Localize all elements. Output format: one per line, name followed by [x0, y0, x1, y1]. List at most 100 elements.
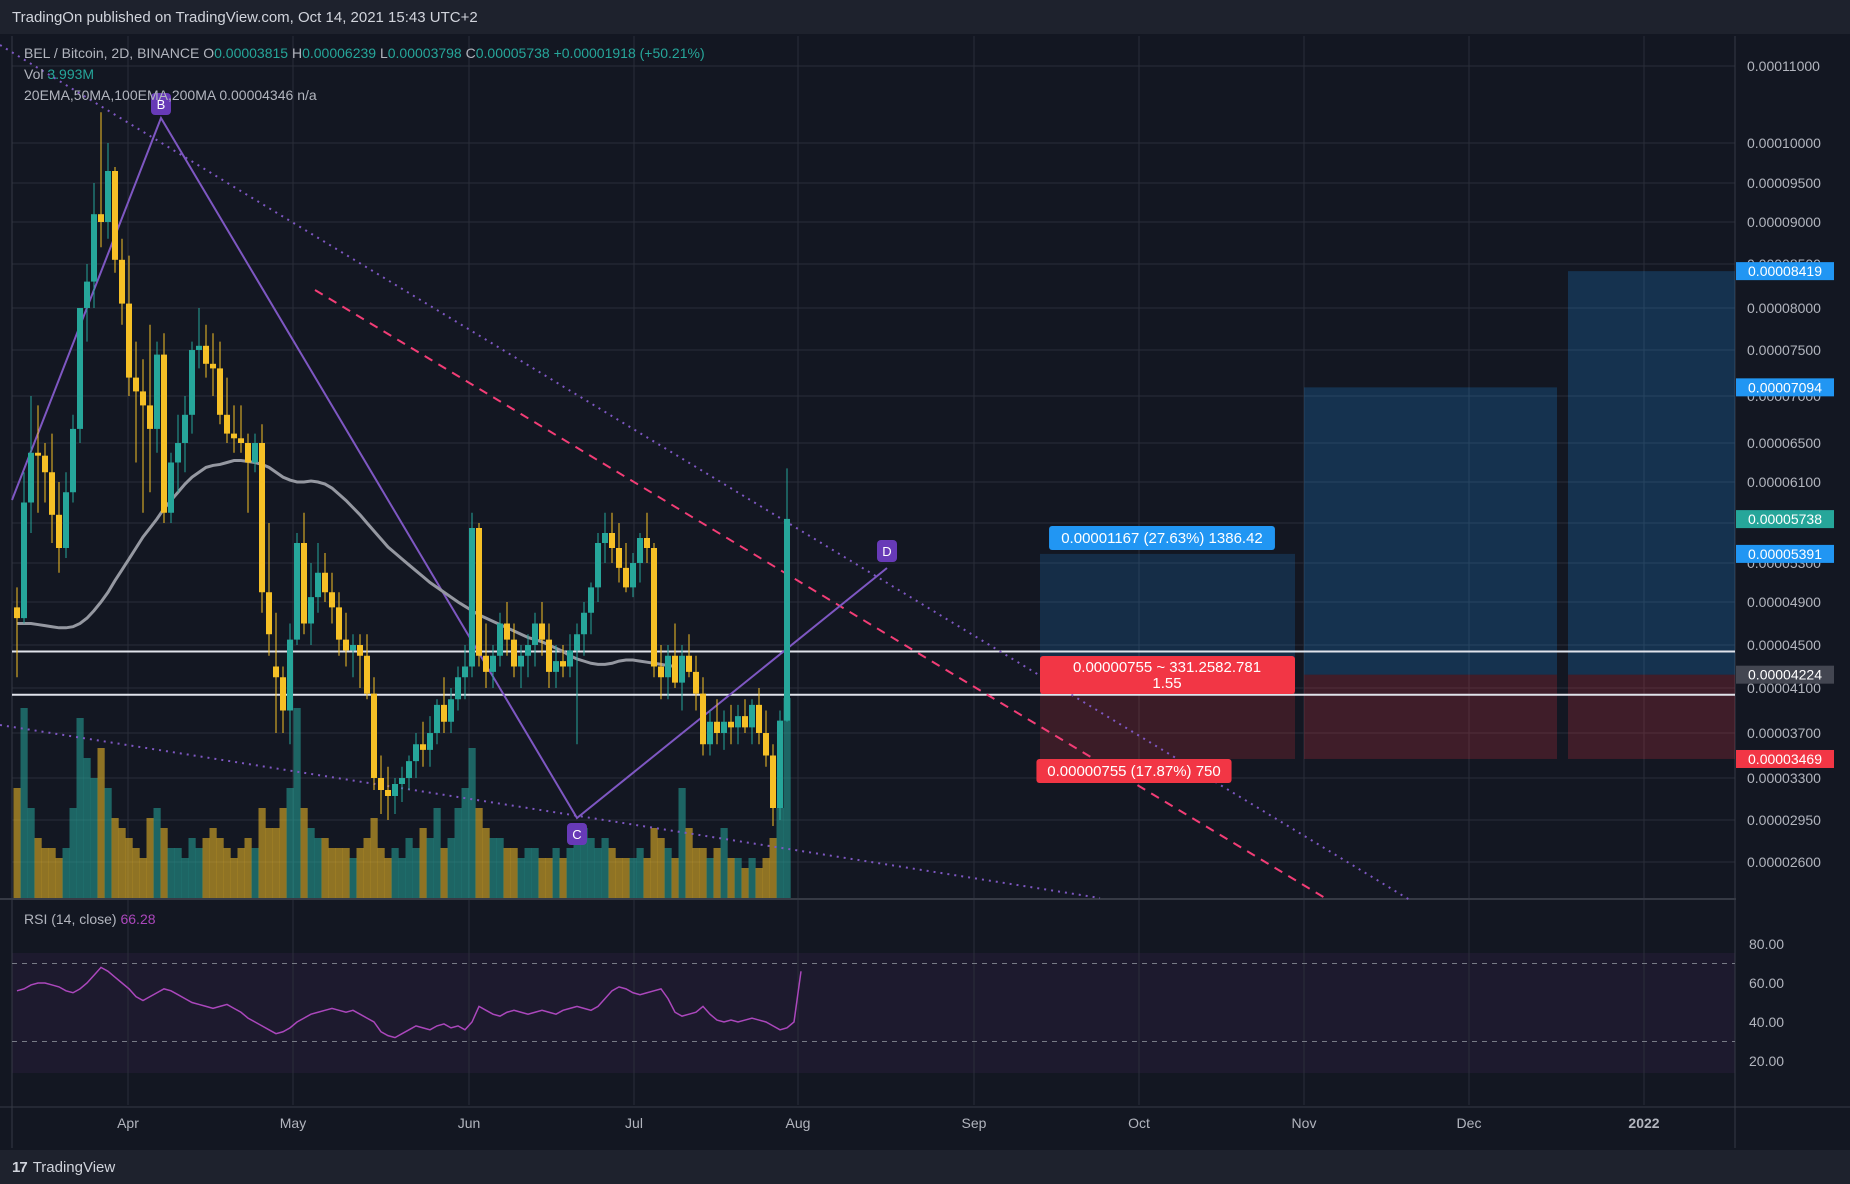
candle-body — [245, 443, 251, 463]
legend-vol-row: Vol 3.993M — [24, 66, 94, 82]
legend-ma-label[interactable]: 20EMA,50MA,100EMA,200MA — [24, 87, 216, 103]
candle-body — [581, 612, 587, 635]
candle-body — [252, 443, 258, 463]
volume-bar — [531, 848, 539, 898]
volume-bar — [188, 838, 196, 898]
candle-body — [616, 548, 622, 568]
time-label: Sep — [962, 1115, 987, 1131]
price-tick: 0.00009000 — [1747, 214, 1821, 230]
volume-bar — [237, 848, 245, 898]
candle-body — [609, 533, 615, 548]
tradingview-brand[interactable]: 17 TradingView — [12, 1159, 115, 1176]
volume-bar — [405, 838, 413, 898]
pattern-label: C — [572, 827, 581, 842]
candle-body — [595, 543, 601, 588]
volume-bar — [307, 828, 315, 898]
volume-bar — [650, 828, 658, 898]
volume-bar — [335, 848, 343, 898]
volume-bar — [461, 788, 469, 898]
price-axis: 0.00011000 0.00010000 0.00009500 0.00009000… — [1736, 36, 1850, 900]
volume-bar — [279, 808, 287, 898]
legend-vol-label[interactable]: Vol — [24, 66, 44, 82]
candle-body — [105, 171, 111, 222]
candle-body — [413, 744, 419, 762]
candle-body — [637, 538, 643, 563]
candle-body — [133, 377, 139, 392]
legend-symbol[interactable]: BEL / Bitcoin, 2D, BINANCE — [24, 45, 200, 61]
target-zone — [1040, 553, 1295, 675]
volume-bar — [160, 828, 168, 898]
candle-body — [707, 721, 713, 745]
volume-bar — [104, 788, 112, 898]
stop-zone-3 — [1568, 674, 1735, 759]
candle-body — [518, 655, 524, 667]
legend-high: 0.00006239 — [302, 45, 377, 61]
candle-body — [98, 214, 104, 222]
candle-body — [154, 354, 160, 429]
volume-bar — [83, 758, 91, 898]
publish-text: TradingOn published on TradingView.com, … — [12, 9, 478, 26]
time-label: 2022 — [1628, 1115, 1659, 1131]
candle-body — [777, 720, 783, 808]
volume-bar — [265, 828, 273, 898]
candle-body — [182, 414, 188, 443]
candle-body — [532, 623, 538, 645]
candle-body — [630, 563, 636, 588]
candle-body — [483, 655, 489, 672]
volume-bar — [741, 868, 749, 898]
legend-open: 0.00003815 — [214, 45, 289, 61]
candle-body — [294, 543, 300, 640]
candle-body — [567, 650, 573, 667]
pattern-label: B — [157, 97, 166, 112]
legend-ma-value: 0.00004346 — [219, 87, 294, 103]
rsi-tick: 40.00 — [1749, 1014, 1784, 1030]
rsi-tick: 60.00 — [1749, 975, 1784, 991]
candle-body — [168, 462, 174, 513]
volume-bar — [608, 848, 616, 898]
candle-body — [749, 704, 755, 728]
pattern-point-c — [567, 823, 587, 845]
legend-change: +0.00001918 (+50.21%) — [553, 45, 705, 61]
rsi-tick: 20.00 — [1749, 1053, 1784, 1069]
candle-body — [196, 345, 202, 350]
publish-header: TradingOn published on TradingView.com, … — [0, 0, 1850, 34]
candle-body — [693, 671, 699, 694]
volume-bar — [503, 848, 511, 898]
volume-bar — [783, 698, 791, 898]
time-label: May — [280, 1115, 306, 1131]
volume-bar — [678, 788, 686, 898]
price-badge-bg — [1736, 378, 1834, 397]
volume-bar — [538, 858, 546, 898]
volume-bar — [181, 858, 189, 898]
volume-bar — [629, 858, 637, 898]
candle-body — [588, 587, 594, 613]
candle-body — [399, 778, 405, 784]
candle-body — [210, 363, 216, 369]
candle-body — [84, 281, 90, 308]
volume-bar — [55, 858, 63, 898]
price-tick: 0.00008000 — [1747, 300, 1821, 316]
volume-bar — [559, 858, 567, 898]
candle-body — [161, 354, 167, 513]
candle-body — [735, 716, 741, 728]
legend-l-label: L — [379, 45, 388, 61]
volume-bar — [454, 808, 462, 898]
volume-bar — [139, 858, 147, 898]
volume-bar — [272, 828, 280, 898]
volume-bar — [636, 848, 644, 898]
candle-body — [343, 639, 349, 651]
price-badge: 0.00005738 — [1748, 511, 1822, 527]
candle-body — [14, 607, 20, 619]
volume-bar — [776, 808, 784, 898]
legend-rsi-value: 66.28 — [120, 911, 156, 927]
candle-body — [623, 567, 629, 588]
legend-rsi-label[interactable]: RSI (14, close) — [24, 911, 117, 927]
candle-body — [259, 443, 265, 593]
volume-bar — [300, 808, 308, 898]
volume-bar — [769, 838, 777, 898]
volume-bar — [321, 838, 329, 898]
legend-ma-row: 20EMA,50MA,100EMA,200MA 0.00004346 n/a — [24, 87, 317, 103]
candle-body — [665, 655, 671, 678]
candle-body — [203, 345, 209, 364]
